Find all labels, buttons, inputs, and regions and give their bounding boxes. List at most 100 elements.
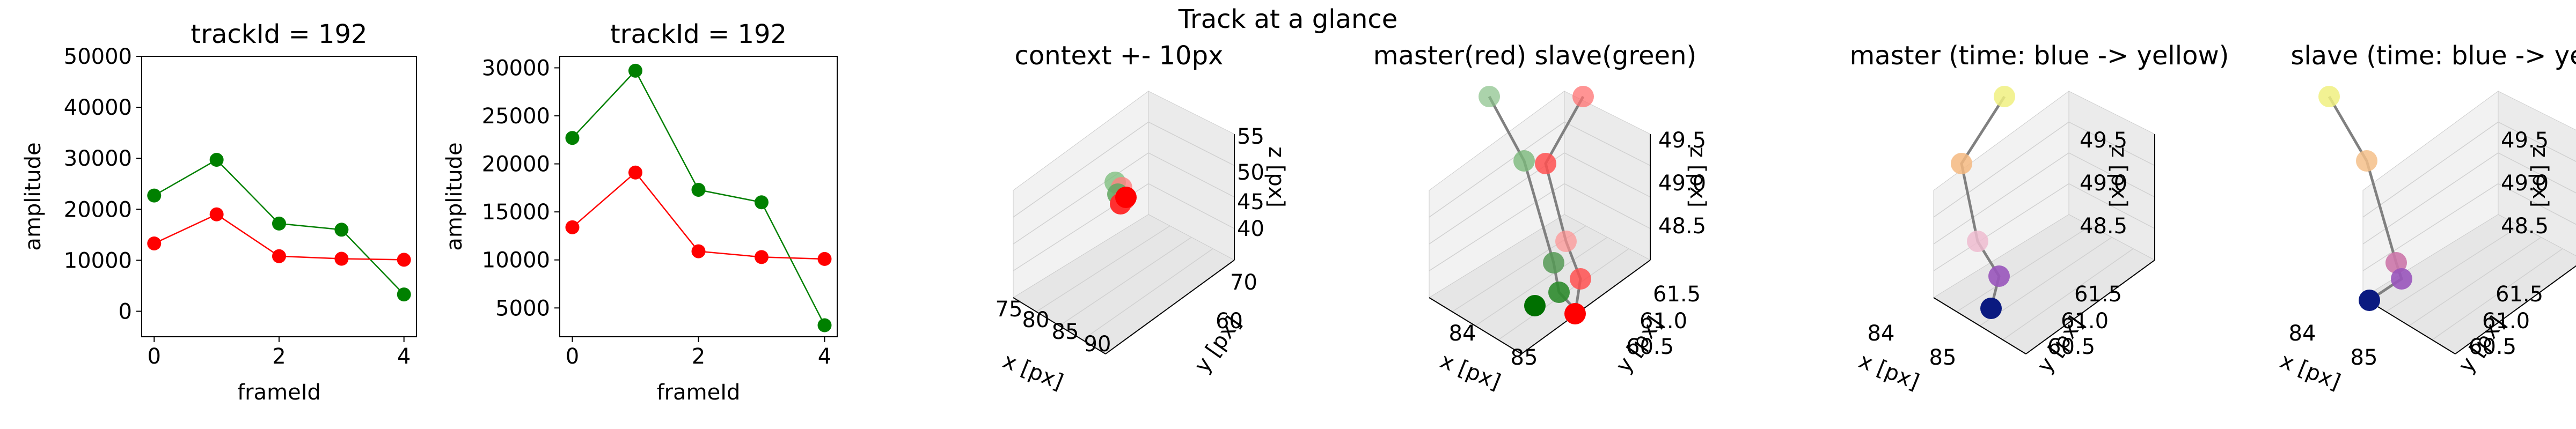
y-tick-label: 20000	[482, 152, 550, 177]
y-tick-label: 60.5	[2469, 335, 2516, 359]
panel-title: master (time: blue -> yellow)	[1850, 41, 2229, 71]
grid-line	[1148, 152, 1235, 198]
y-tick-label: 60	[1216, 309, 1243, 334]
y-axis-line	[2455, 265, 2576, 354]
markers-3d-1	[1104, 172, 1137, 214]
z-tick-label: 49.0	[1658, 171, 1706, 196]
grid-line	[2498, 152, 2576, 194]
y-axis-line	[2025, 260, 2155, 354]
y-tick-label: 20000	[64, 197, 132, 222]
data-point	[817, 318, 832, 332]
z-tick-label: 48.5	[2501, 214, 2549, 239]
line-chart-1: 0 2 4 0 10000 20000 30000 40000 50000 trackId = 1…	[21, 19, 417, 405]
y-tick-label: 25000	[482, 104, 550, 129]
3d-panel-3: master (time: blue -> yellow)x [px] y [px…	[1850, 41, 2229, 395]
3d-panel-2: master(red) slave(green)x [px] y [px]z [p…	[1373, 41, 1710, 395]
grid-line	[2068, 121, 2155, 166]
data-point	[691, 244, 706, 258]
y-tick-label: 61.0	[2482, 309, 2530, 334]
y-tick-label: 0	[119, 299, 132, 324]
data-point	[272, 216, 286, 231]
y-tick-label: 70	[1230, 270, 1257, 295]
x-axis-label: x [px]	[999, 349, 1066, 395]
x-tick-label: 85	[1511, 345, 1538, 370]
3d-panel-4: slave (time: blue -> yellow)x [px]y [px]…	[2277, 41, 2576, 395]
data-point-3d	[2391, 268, 2412, 290]
data-point	[817, 252, 832, 266]
y-tick-label: 60.5	[2047, 335, 2095, 359]
x-axis-label: x [px]	[1437, 349, 1504, 395]
z-tick-label: 49.0	[2501, 171, 2549, 196]
z-tick-label: 40	[1237, 217, 1264, 241]
grid-line	[1564, 121, 1651, 166]
data-point-3d	[1479, 86, 1500, 107]
data-point-3d	[1535, 153, 1556, 174]
data-point	[209, 207, 224, 221]
grid-line	[2498, 121, 2576, 162]
data-point	[397, 253, 411, 267]
y-tick-label: 10000	[482, 248, 550, 273]
grid-line	[1979, 236, 2112, 327]
grid-line	[2498, 183, 2576, 225]
grid-line	[1013, 121, 1149, 218]
data-point	[334, 252, 349, 266]
x-tick-label: 0	[148, 344, 161, 369]
y-tick-label: 5000	[495, 296, 550, 321]
grid-line	[2002, 248, 2134, 341]
data-point-3d	[1570, 268, 1591, 290]
grid-line	[1059, 236, 1192, 327]
x-tick-label: 85	[2351, 345, 2378, 370]
grid-line	[1148, 183, 1235, 229]
grid-line	[1475, 236, 1608, 327]
x-tick-label: 0	[566, 344, 579, 369]
z-tick-label: 45	[1237, 190, 1264, 214]
y-axis-line	[1521, 260, 1651, 354]
line-chart-2: 0 2 4 5000 10000 15000 20000 25000 30000 trackId …	[442, 19, 838, 405]
z-axis-label: z [px]	[1264, 146, 1289, 208]
grid-line	[2409, 236, 2542, 327]
grid-line	[2432, 248, 2563, 341]
x-tick-label: 90	[1084, 332, 1111, 357]
data-point	[209, 153, 224, 167]
data-point-3d	[1951, 153, 1972, 174]
y-tick-label: 30000	[64, 146, 132, 171]
z-axis-label: z [px]	[2528, 146, 2552, 208]
x-axis-line	[2362, 297, 2456, 354]
data-point	[565, 131, 580, 145]
x-tick-label: 75	[996, 297, 1023, 322]
x-axis-label: x [px]	[1855, 349, 1922, 395]
y-tick-label: 61.5	[2496, 282, 2543, 307]
y-tick-label: 30000	[482, 56, 550, 80]
x-tick-label: 4	[818, 344, 831, 369]
grid-line	[1933, 121, 2069, 218]
z-tick-label: 49.0	[2080, 171, 2127, 196]
x-tick-label: 84	[2289, 321, 2316, 346]
x-axis-label: frameId	[657, 380, 741, 405]
y-tick-label: 61.5	[1653, 282, 1701, 307]
z-tick-label: 49.5	[2501, 128, 2549, 153]
data-point	[628, 63, 642, 78]
x-tick-label: 2	[272, 344, 286, 369]
z-tick-label: 48.5	[1658, 214, 1706, 239]
y-axis-label: amplitude	[21, 142, 46, 250]
grid-line	[1036, 225, 1170, 312]
figure-suptitle: Track at a glance	[1178, 4, 1398, 34]
y-tick-label: 61.5	[2074, 282, 2122, 307]
grid-line	[1933, 183, 2069, 271]
z-axis-label: z [px]	[2106, 146, 2131, 208]
x-tick-label: 85	[1052, 320, 1079, 344]
data-point	[397, 287, 411, 302]
y-tick-label: 60.5	[1626, 335, 1674, 359]
data-point	[272, 249, 286, 263]
grid-line	[2362, 121, 2499, 218]
x-tick-label: 4	[397, 344, 411, 369]
data-point-3d	[1564, 303, 1586, 324]
grid-line	[1148, 121, 1235, 166]
data-point-3d	[1980, 298, 2002, 319]
y-tick-label: 40000	[64, 95, 132, 120]
z-tick-label: 55	[1237, 124, 1264, 149]
x-axis-line	[1933, 297, 2026, 354]
grid-line	[1013, 152, 1149, 245]
markers-3d-3	[1951, 86, 2015, 319]
